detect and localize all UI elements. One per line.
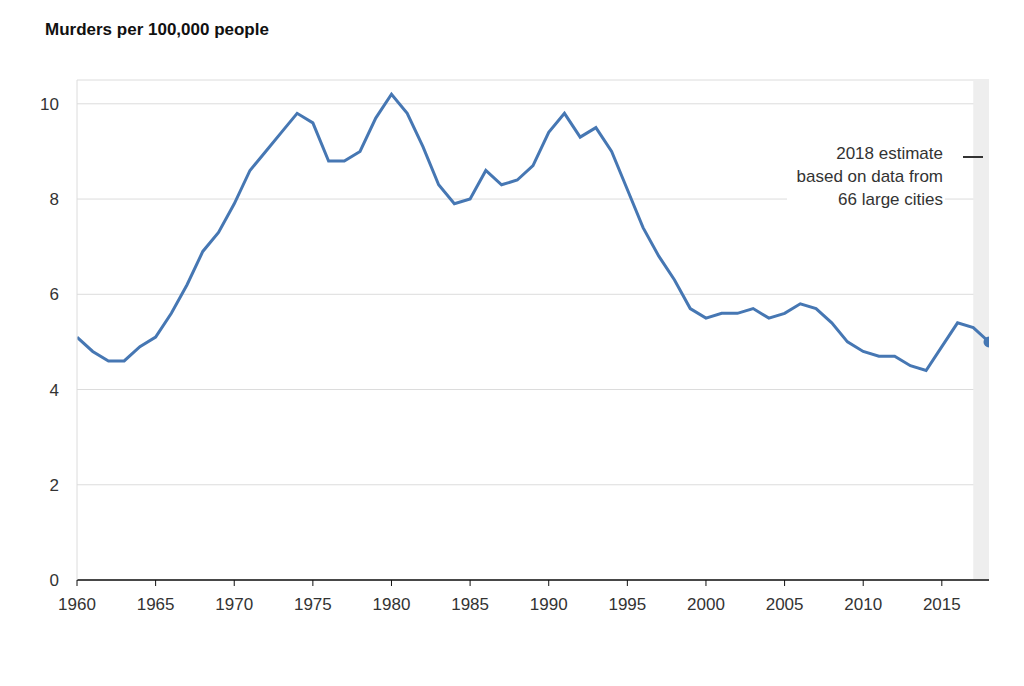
svg-text:2010: 2010 <box>844 595 882 614</box>
svg-text:1980: 1980 <box>373 595 411 614</box>
svg-text:2: 2 <box>50 476 59 495</box>
svg-text:1970: 1970 <box>215 595 253 614</box>
svg-text:1975: 1975 <box>294 595 332 614</box>
svg-text:1995: 1995 <box>608 595 646 614</box>
svg-text:2015: 2015 <box>923 595 961 614</box>
html-text:based on data from: based on data from <box>796 167 943 186</box>
svg-text:10: 10 <box>40 95 59 114</box>
svg-text:1985: 1985 <box>451 595 489 614</box>
svg-text:1965: 1965 <box>137 595 175 614</box>
svg-text:8: 8 <box>50 190 59 209</box>
html-text:2018 estimate: 2018 estimate <box>836 144 943 163</box>
html-text:66 large cities: 66 large cities <box>838 190 943 209</box>
html-text:Murders per 100,000 people: Murders per 100,000 people <box>45 20 269 39</box>
svg-text:1990: 1990 <box>530 595 568 614</box>
svg-text:2005: 2005 <box>766 595 804 614</box>
svg-text:2000: 2000 <box>687 595 725 614</box>
svg-text:1960: 1960 <box>58 595 96 614</box>
svg-text:4: 4 <box>50 381 59 400</box>
svg-text:0: 0 <box>50 571 59 590</box>
svg-text:6: 6 <box>50 285 59 304</box>
